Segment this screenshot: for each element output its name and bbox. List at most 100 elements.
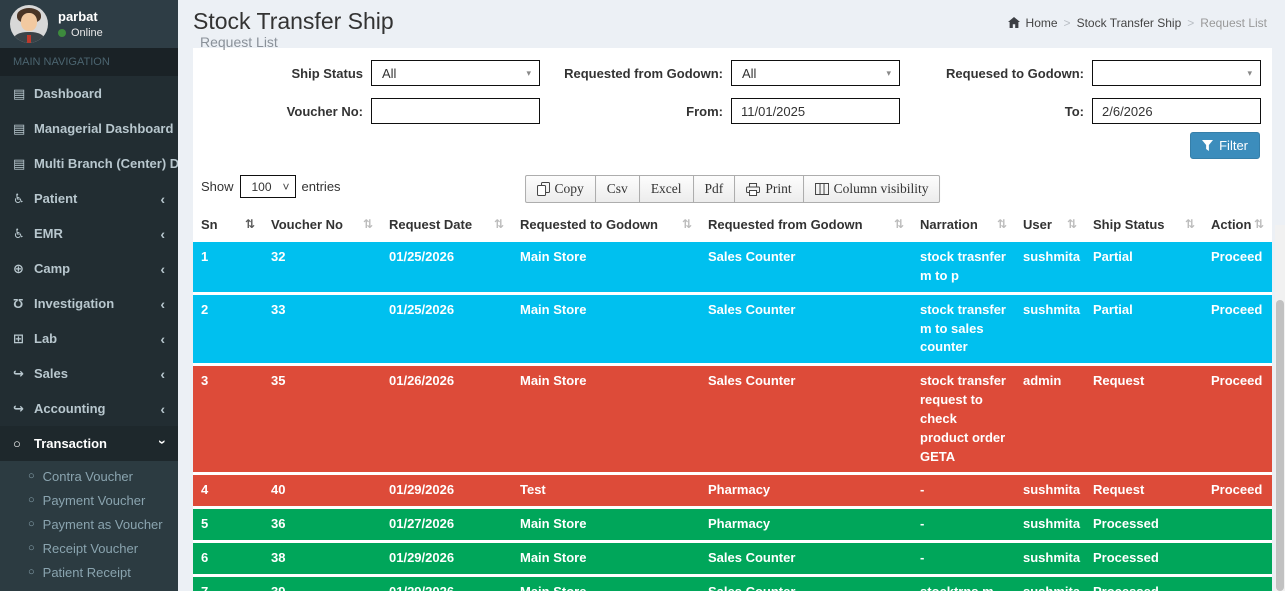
requested-to-godown-select[interactable]: ▾ bbox=[1092, 60, 1261, 86]
sidebar-item-lab[interactable]: ⊞ Lab ‹ bbox=[0, 321, 178, 356]
print-button[interactable]: Print bbox=[734, 175, 804, 203]
chevron-left-icon: ‹ bbox=[160, 190, 165, 207]
share-icon: ↪ bbox=[13, 365, 24, 381]
sidebar-item-multi-branch-center-dashboa[interactable]: ▤ Multi Branch (Center) Dashboa bbox=[0, 146, 178, 181]
main-content: Stock Transfer Ship Request List Home > St… bbox=[178, 0, 1285, 591]
table-toolbar: Show 100 ˅ entries Copy Csv Excel Pdf Print C… bbox=[193, 175, 1272, 205]
pdf-button[interactable]: Pdf bbox=[692, 175, 736, 203]
voucher-no-input[interactable] bbox=[371, 98, 540, 124]
button-label: Csv bbox=[606, 181, 628, 196]
submenu-item-patient-advance-receipt[interactable]: ○Patient Advance Receipt bbox=[0, 584, 178, 591]
request-list-table: ⇅ Sn ⇅ Voucher No ⇅ Request Date ⇅ Requested to… bbox=[193, 211, 1272, 591]
column-visibility-button[interactable]: Column visibility bbox=[802, 175, 941, 203]
vertical-scrollbar[interactable] bbox=[1275, 225, 1285, 591]
to-date-input[interactable] bbox=[1092, 98, 1261, 124]
cell-from: Sales Counter bbox=[708, 550, 796, 566]
sort-icon[interactable]: ⇅ bbox=[893, 217, 904, 231]
filter-button[interactable]: Filter bbox=[1190, 132, 1260, 159]
cell-from: Sales Counter bbox=[708, 301, 796, 317]
column-header-request-date[interactable]: ⇅ Request Date bbox=[381, 211, 512, 241]
sidebar-item-managerial-dashboard[interactable]: ▤ Managerial Dashboard bbox=[0, 111, 178, 146]
column-header-action[interactable]: ⇅ Action bbox=[1203, 211, 1272, 241]
sort-icon[interactable]: ⇅ bbox=[681, 217, 692, 231]
cell-from: Pharmacy bbox=[708, 482, 771, 498]
circle-icon: ○ bbox=[28, 470, 35, 482]
excel-button[interactable]: Excel bbox=[638, 175, 694, 203]
scrollbar-thumb[interactable] bbox=[1276, 300, 1284, 591]
requested-from-godown-select[interactable]: All ▾ bbox=[731, 60, 900, 86]
copy-button[interactable]: Copy bbox=[524, 175, 596, 203]
cell-action bbox=[1203, 542, 1272, 576]
cell-voucher: 36 bbox=[271, 516, 286, 532]
column-header-narration[interactable]: ⇅ Narration bbox=[912, 211, 1015, 241]
breadcrumb: Home > Stock Transfer Ship > Request List bbox=[1007, 16, 1267, 30]
submenu-item-receipt-voucher[interactable]: ○ Receipt Voucher bbox=[0, 536, 178, 560]
sort-icon[interactable]: ⇅ bbox=[996, 217, 1007, 231]
sidebar-item-transaction[interactable]: ○ Transaction ‹ bbox=[0, 426, 178, 461]
sidebar-item-label: Sales bbox=[34, 366, 68, 381]
submenu-item-payment-voucher[interactable]: ○ Payment Voucher bbox=[0, 488, 178, 512]
csv-button[interactable]: Csv bbox=[594, 175, 640, 203]
sidebar-item-camp[interactable]: ⊕ Camp ‹ bbox=[0, 251, 178, 286]
user-status: Online bbox=[58, 27, 103, 39]
sort-icon[interactable]: ⇅ bbox=[1066, 217, 1077, 231]
breadcrumb-item-stock-transfer-ship[interactable]: Stock Transfer Ship bbox=[1076, 16, 1182, 30]
sort-icon[interactable]: ⇅ bbox=[493, 217, 504, 231]
sidebar-menu: ▤ Dashboard ▤ Managerial Dashboard ▤ Multi Br… bbox=[0, 76, 178, 591]
cell-action: Proceed bbox=[1203, 474, 1272, 508]
sort-icon[interactable]: ⇅ bbox=[1253, 217, 1264, 231]
column-header-sn[interactable]: ⇅ Sn bbox=[193, 211, 263, 241]
proceed-link[interactable]: Proceed bbox=[1211, 482, 1263, 498]
sidebar-item-sales[interactable]: ↪ Sales ‹ bbox=[0, 356, 178, 391]
column-header-requested-from-godown[interactable]: ⇅ Requested from Godown bbox=[700, 211, 912, 241]
cell-date: 01/25/2026 bbox=[389, 249, 455, 264]
user-panel: parbat Online bbox=[0, 0, 178, 48]
breadcrumb-item-home[interactable]: Home bbox=[1025, 16, 1058, 30]
sidebar-item-emr[interactable]: ♿ EMR ‹ bbox=[0, 216, 178, 251]
column-header-ship-status[interactable]: ⇅ Ship Status bbox=[1085, 211, 1203, 241]
cell-action: Proceed bbox=[1203, 293, 1272, 365]
sort-icon[interactable]: ⇅ bbox=[362, 217, 373, 231]
sidebar-item-label: Dashboard bbox=[34, 86, 102, 101]
proceed-link[interactable]: Proceed bbox=[1211, 373, 1263, 389]
ship-status-select[interactable]: All ▾ bbox=[371, 60, 540, 86]
sidebar-item-investigation[interactable]: Ʊ Investigation ‹ bbox=[0, 286, 178, 321]
cell-user: sushmita bbox=[1023, 550, 1081, 566]
column-label: Request Date bbox=[389, 217, 473, 232]
submenu-item-label: Contra Voucher bbox=[42, 468, 133, 484]
cell-narration: stock transfer request to check product … bbox=[920, 373, 1006, 464]
column-header-requested-to-godown[interactable]: ⇅ Requested to Godown bbox=[512, 211, 700, 241]
submenu-item-label: Receipt Voucher bbox=[42, 540, 139, 556]
submenu-item-payment-as-voucher[interactable]: ○ Payment as Voucher bbox=[0, 512, 178, 536]
submenu-item-contra-voucher[interactable]: ○ Contra Voucher bbox=[0, 464, 178, 488]
sidebar-item-patient[interactable]: ♿ Patient ‹ bbox=[0, 181, 178, 216]
book-icon: ▤ bbox=[13, 120, 26, 136]
cell-voucher: 40 bbox=[271, 482, 286, 498]
wheelchair-icon: ♿ bbox=[13, 190, 25, 206]
submenu-item-patient-receipt[interactable]: ○ Patient Receipt bbox=[0, 560, 178, 584]
column-header-voucher-no[interactable]: ⇅ Voucher No bbox=[263, 211, 381, 241]
entries-per-page-select[interactable]: 100 ˅ bbox=[239, 175, 296, 198]
column-label: User bbox=[1023, 217, 1052, 232]
cell-date: 01/29/2026 bbox=[389, 550, 455, 566]
user-avatar bbox=[10, 5, 48, 43]
sidebar-item-label: Lab bbox=[34, 331, 58, 346]
cell-status: Processed bbox=[1093, 516, 1159, 532]
from-date-input[interactable] bbox=[731, 98, 900, 124]
sidebar-item-label: Patient bbox=[34, 191, 78, 206]
button-label: Copy bbox=[554, 181, 584, 196]
requested-to-godown-label: Requesed to Godown: bbox=[946, 65, 1084, 81]
chevron-down-icon: ▾ bbox=[1247, 67, 1252, 78]
sidebar-item-accounting[interactable]: ↪ Accounting ‹ bbox=[0, 391, 178, 426]
cell-date: 01/29/2026 bbox=[381, 575, 512, 591]
column-header-user[interactable]: ⇅ User bbox=[1015, 211, 1085, 241]
export-buttons-group: Copy Csv Excel Pdf Print Column visibility bbox=[524, 175, 941, 203]
sort-icon[interactable]: ⇅ bbox=[1184, 217, 1195, 231]
cell-date: 01/25/2026 bbox=[389, 301, 455, 317]
sort-icon[interactable]: ⇅ bbox=[244, 217, 255, 231]
sidebar-item-dashboard[interactable]: ▤ Dashboard bbox=[0, 76, 178, 111]
proceed-link[interactable]: Proceed bbox=[1211, 301, 1263, 317]
proceed-link[interactable]: Proceed bbox=[1211, 249, 1263, 264]
